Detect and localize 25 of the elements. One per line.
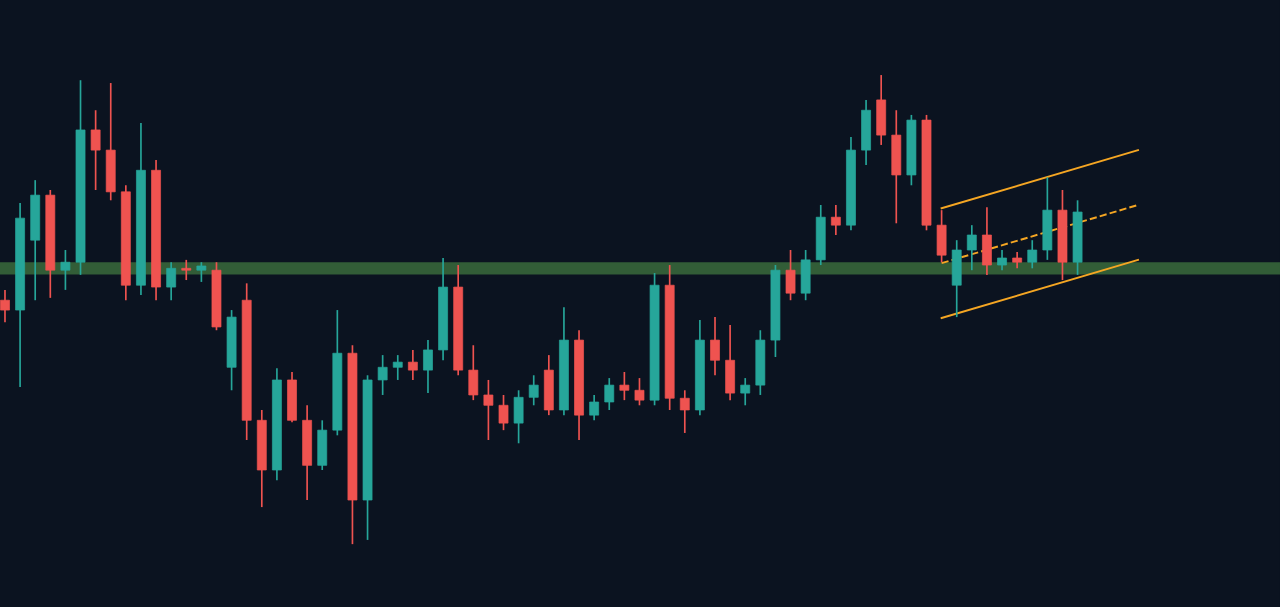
candlestick bbox=[966, 224, 977, 272]
candlestick bbox=[90, 109, 101, 191]
candlestick bbox=[60, 249, 71, 291]
candlestick bbox=[423, 339, 433, 394]
candlestick bbox=[604, 377, 615, 411]
candlestick bbox=[634, 377, 645, 407]
candlestick bbox=[392, 354, 403, 381]
candlestick bbox=[498, 394, 509, 431]
candlestick bbox=[1027, 239, 1038, 270]
candlestick bbox=[679, 389, 690, 434]
candlestick bbox=[483, 379, 494, 441]
candlestick bbox=[785, 249, 796, 302]
candlestick bbox=[0, 289, 10, 324]
candlestick bbox=[196, 261, 207, 283]
candlestick bbox=[377, 354, 388, 396]
candlestick bbox=[181, 259, 192, 281]
candlestick bbox=[997, 249, 1007, 272]
candlestick bbox=[166, 261, 177, 302]
candlestick bbox=[830, 204, 841, 236]
candlestick bbox=[528, 374, 539, 407]
candlestick bbox=[710, 316, 720, 377]
candlestick bbox=[619, 371, 630, 401]
candlestick bbox=[740, 377, 751, 407]
candlestick bbox=[589, 394, 600, 422]
candlestick bbox=[407, 349, 418, 381]
